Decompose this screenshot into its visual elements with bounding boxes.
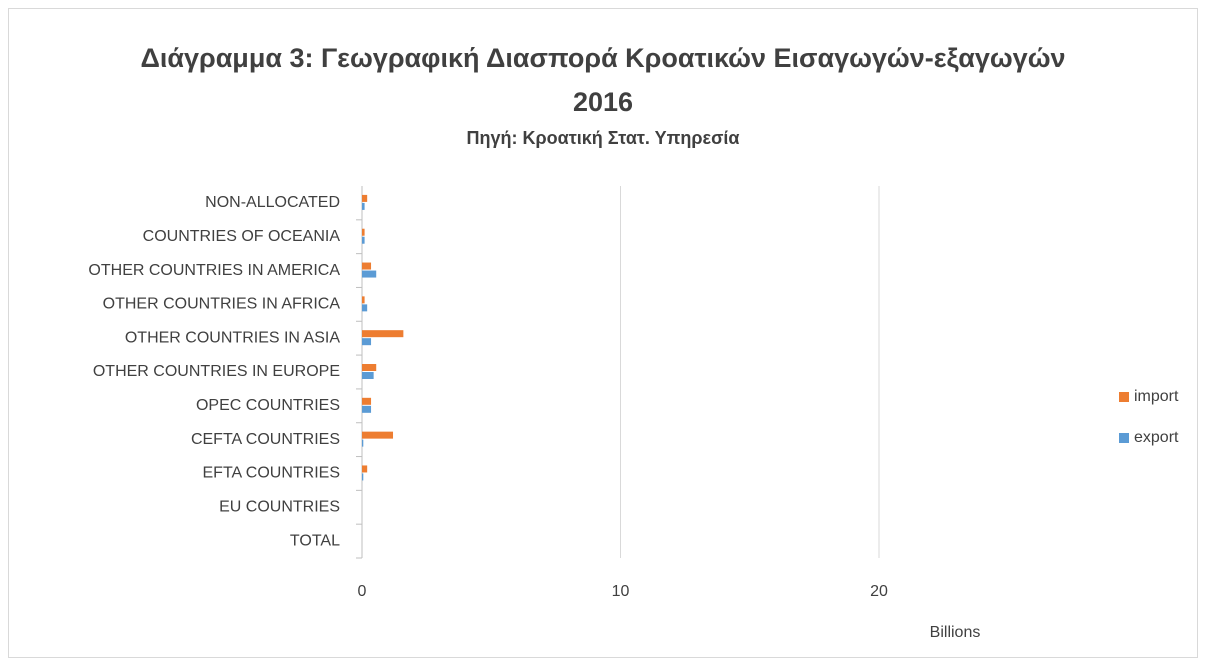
y-tick-label: COUNTRIES OF OCEANIA — [143, 228, 341, 245]
y-tick-label: OTHER COUNTRIES IN AMERICA — [88, 262, 340, 279]
y-tick-label: EFTA COUNTRIES — [203, 465, 341, 482]
bar — [362, 236, 365, 244]
bar — [362, 330, 404, 338]
chart-subtitle: Πηγή: Κροατική Στατ. Υπηρεσία — [466, 128, 740, 148]
bar — [362, 304, 368, 312]
bar — [362, 338, 372, 346]
bar — [362, 405, 372, 413]
x-tick-label: 20 — [870, 583, 888, 600]
bar — [362, 228, 365, 236]
y-tick-label: OPEC COUNTRIES — [196, 397, 340, 414]
bar — [362, 473, 364, 481]
y-tick-label: TOTAL — [290, 532, 340, 549]
chart-border — [8, 8, 1198, 658]
x-tick-label: 10 — [612, 583, 630, 600]
bar — [362, 202, 365, 210]
y-tick-label: OTHER COUNTRIES IN AFRICA — [103, 296, 341, 313]
bar — [362, 296, 365, 304]
legend-swatch — [1119, 433, 1129, 443]
bar — [362, 270, 377, 278]
bar — [362, 262, 372, 270]
y-tick-label: NON-ALLOCATED — [205, 194, 340, 211]
y-tick-label: CEFTA COUNTRIES — [191, 431, 340, 448]
bar — [362, 439, 364, 447]
y-tick-label: OTHER COUNTRIES IN ASIA — [125, 329, 340, 346]
chart-title: Διάγραμμα 3: Γεωγραφική Διασπορά Κροατικ… — [140, 43, 1066, 117]
bar — [362, 465, 368, 473]
bar — [362, 364, 377, 371]
legend-label: import — [1134, 388, 1179, 405]
legend-swatch — [1119, 392, 1129, 402]
bar — [362, 397, 372, 405]
bar — [362, 431, 394, 439]
legend-label: export — [1134, 429, 1179, 446]
x-axis-label: Billions — [930, 624, 981, 641]
x-tick-label: 0 — [358, 583, 367, 600]
bar — [362, 372, 374, 379]
y-tick-label: EU COUNTRIES — [219, 498, 340, 515]
bar — [362, 194, 368, 202]
y-tick-label: OTHER COUNTRIES IN EUROPE — [93, 363, 340, 380]
